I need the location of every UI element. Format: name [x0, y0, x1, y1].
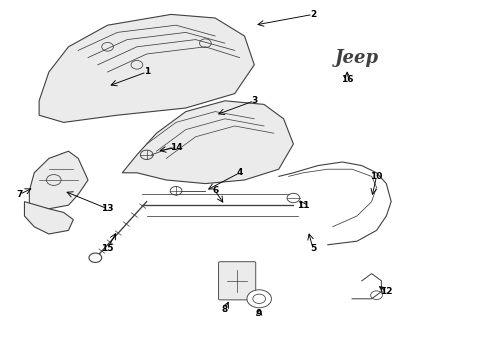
Text: 6: 6 [212, 186, 218, 195]
Polygon shape [24, 202, 73, 234]
Text: 10: 10 [369, 172, 382, 181]
Text: 9: 9 [255, 309, 262, 318]
Polygon shape [122, 101, 293, 184]
Text: 11: 11 [296, 201, 309, 210]
Text: 7: 7 [16, 190, 23, 199]
Polygon shape [39, 14, 254, 122]
Polygon shape [29, 151, 88, 209]
Text: 1: 1 [143, 68, 149, 77]
Text: 13: 13 [101, 204, 114, 213]
Text: 8: 8 [222, 305, 227, 314]
Text: 12: 12 [379, 287, 392, 296]
Text: 4: 4 [236, 168, 243, 177]
FancyBboxPatch shape [218, 262, 255, 300]
Text: 2: 2 [309, 10, 315, 19]
Circle shape [246, 290, 271, 308]
Text: 3: 3 [251, 96, 257, 105]
Text: Jeep: Jeep [334, 49, 378, 67]
Text: 14: 14 [169, 143, 182, 152]
Text: 16: 16 [340, 75, 353, 84]
Text: 15: 15 [101, 244, 114, 253]
Text: 5: 5 [309, 244, 315, 253]
Circle shape [89, 253, 102, 262]
